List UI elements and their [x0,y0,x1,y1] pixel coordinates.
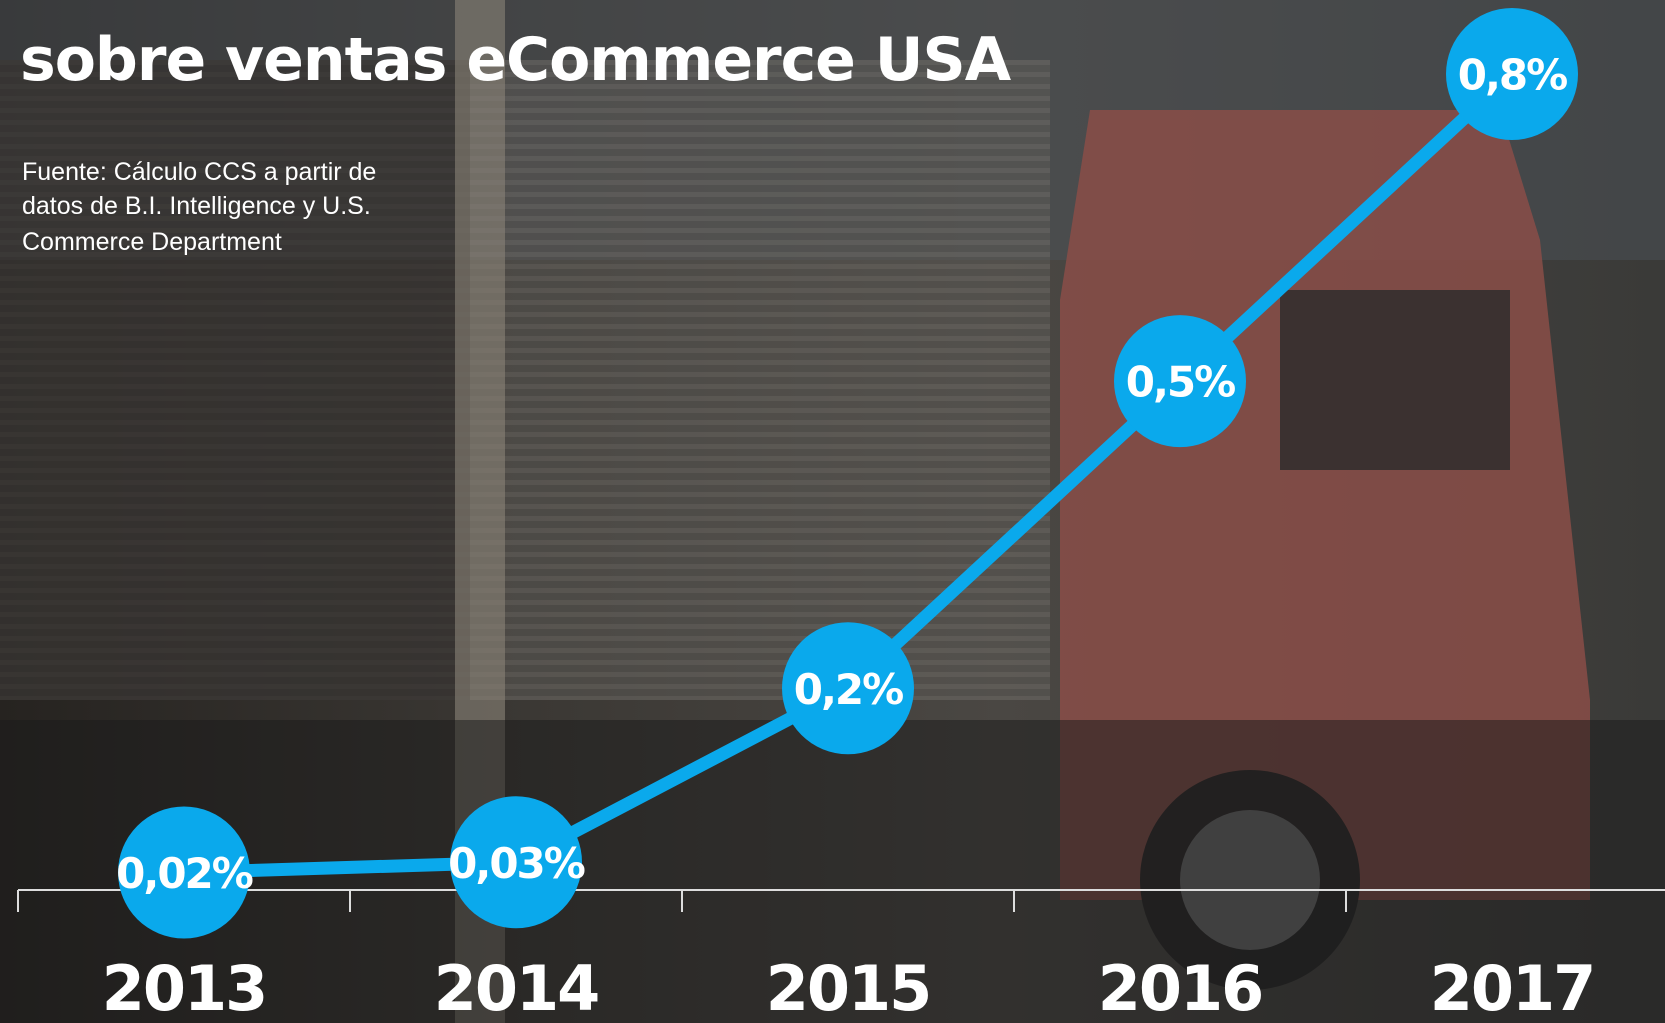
source: Fuente: Cálculo CCS a partir de [22,158,376,186]
x-tick-label: 2017 [1430,952,1595,1023]
marker [450,796,582,929]
value-label: 0,2% [794,665,903,714]
value-label: 0,5% [1126,358,1235,407]
x-tick-label: 2016 [1098,952,1263,1023]
x-tick-label: 2013 [102,952,267,1023]
x-tick-label: 2014 [434,952,599,1023]
marker [118,806,250,939]
marker [1114,315,1246,448]
value-label: 0,8% [1458,51,1567,100]
marker [1446,8,1578,140]
source: Commerce Department [22,228,282,256]
value-label: 0,02% [116,849,253,898]
value-label: 0,03% [448,839,585,888]
chart-title: sobre ventas eCommerce USA [20,25,1012,95]
source: datos de B.I. Intelligence y U.S. [22,192,371,220]
marker [782,622,914,755]
x-tick-label: 2015 [766,952,931,1023]
